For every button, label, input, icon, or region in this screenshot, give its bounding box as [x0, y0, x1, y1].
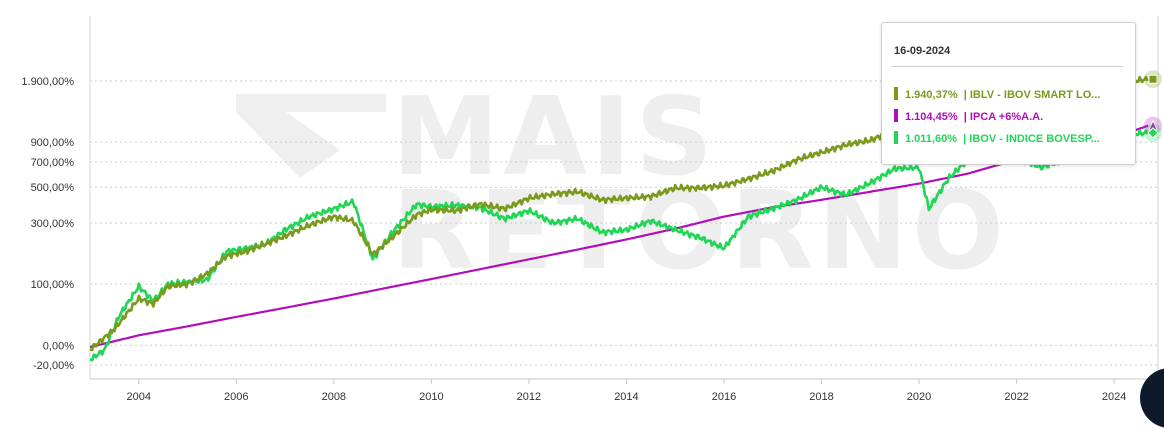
hover-markers — [1144, 70, 1162, 142]
tooltip-row-ipca: 1.104,45% | IPCA +6%A.A. — [894, 109, 1043, 123]
tooltip-divider — [892, 66, 1123, 67]
tooltip-row-iblv: 1.940,37% | IBLV - IBOV SMART LO... — [894, 87, 1100, 101]
x-tick-label: 2024 — [1102, 391, 1126, 403]
tooltip-value-iblv: 1.940,37% — [905, 89, 958, 101]
tooltip-name-ipca: | IPCA +6%A.A. — [963, 111, 1044, 123]
x-tick-label: 2022 — [1004, 391, 1028, 403]
x-tick-label: 2020 — [907, 391, 931, 403]
x-tick-label: 2018 — [809, 391, 833, 403]
watermark-logo-mark — [236, 94, 386, 178]
y-tick-label: 100,00% — [31, 279, 75, 291]
legend-swatch-ibov — [894, 131, 898, 144]
tooltip-row-ibov: 1.011,60% | IBOV - INDICE BOVESP... — [894, 131, 1100, 145]
x-tick-label: 2012 — [517, 391, 541, 403]
watermark-word-2: RETORNO — [392, 169, 1008, 294]
hover-marker-2 — [1147, 127, 1159, 139]
series-line-1[interactable] — [89, 124, 1149, 349]
tooltip-date: 16-09-2024 — [894, 45, 951, 57]
tooltip-name-ibov: | IBOV - INDICE BOVESP... — [963, 133, 1100, 145]
tooltip: 16-09-2024 1.940,37% | IBLV - IBOV SMART… — [881, 22, 1136, 165]
x-tick-label: 2004 — [127, 391, 151, 403]
y-tick-label: 0,00% — [43, 340, 74, 352]
y-tick-label: 700,00% — [31, 157, 75, 169]
y-tick-label: 500,00% — [31, 182, 75, 194]
y-tick-label: 900,00% — [31, 137, 75, 149]
x-tick-label: 2016 — [712, 391, 736, 403]
watermark-word-1: MAIS — [392, 75, 717, 200]
x-tick-label: 2010 — [419, 391, 443, 403]
x-tick-label: 2008 — [322, 391, 346, 403]
x-tick-label: 2014 — [614, 391, 638, 403]
tooltip-value-ibov: 1.011,60% — [905, 133, 957, 145]
y-tick-label: -20,00% — [33, 360, 74, 372]
legend-swatch-ipca — [894, 109, 898, 122]
tooltip-value-ipca: 1.104,45% — [905, 111, 958, 123]
tooltip-name-iblv: | IBLV - IBOV SMART LO... — [963, 89, 1101, 101]
hover-marker-0 — [1148, 74, 1158, 84]
y-tick-label: 1.900,00% — [21, 76, 74, 88]
axes: 1.900,00% 900,00% 700,00% 500,00% 300,00% 100… — [21, 76, 1158, 403]
legend-swatch-iblv — [894, 87, 898, 100]
y-tick-label: 300,00% — [31, 218, 75, 230]
x-tick-label: 2006 — [224, 391, 248, 403]
